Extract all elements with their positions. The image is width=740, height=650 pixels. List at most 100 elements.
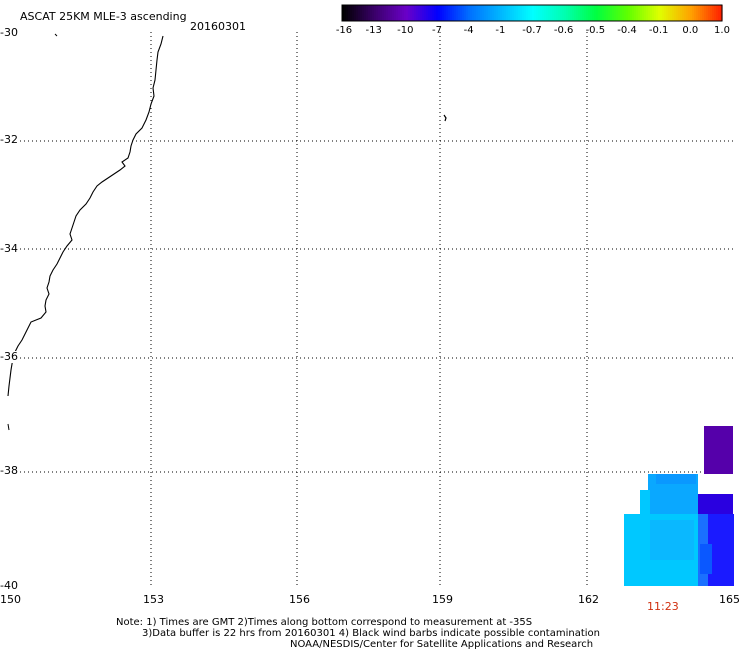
footer-note-line2: 3)Data buffer is 22 hrs from 20160301 4)… <box>142 628 600 639</box>
pass-time-label: 11:23 <box>647 600 679 613</box>
colorbar-segment <box>482 5 485 21</box>
colorbar-segment <box>380 5 383 21</box>
colorbar-segment <box>376 5 379 21</box>
colorbar-segment <box>616 5 619 21</box>
colorbar-segment <box>640 5 643 21</box>
colorbar-segment <box>580 5 583 21</box>
colorbar-segment <box>654 5 657 21</box>
colorbar-segment <box>488 5 491 21</box>
colorbar-segment <box>626 5 629 21</box>
colorbar-segment <box>514 5 517 21</box>
colorbar-segment <box>684 5 687 21</box>
colorbar-segment <box>712 5 715 21</box>
colorbar-segment <box>672 5 675 21</box>
data-cell <box>708 514 734 586</box>
data-cell <box>656 474 696 484</box>
colorbar-segment <box>406 5 409 21</box>
coastline <box>7 35 164 397</box>
colorbar-segment <box>368 5 371 21</box>
colorbar-segment <box>432 5 435 21</box>
colorbar-segment <box>504 5 507 21</box>
colorbar-segment <box>404 5 407 21</box>
lat-label-32: -32 <box>0 133 19 146</box>
colorbar-segment <box>656 5 659 21</box>
colorbar-segment <box>476 5 479 21</box>
colorbar-tick-label: -16 <box>335 25 353 36</box>
footer-note-line1: Note: 1) Times are GMT 2)Times along bot… <box>116 617 533 628</box>
colorbar-segment <box>582 5 585 21</box>
colorbar-segment <box>584 5 587 21</box>
data-cell <box>700 544 712 574</box>
colorbar-segment <box>394 5 397 21</box>
colorbar-segment <box>588 5 591 21</box>
colorbar-segment <box>586 5 589 21</box>
lon-label-153: 153 <box>143 593 164 606</box>
colorbar-segment <box>460 5 463 21</box>
colorbar-segment <box>400 5 403 21</box>
colorbar-segment <box>692 5 695 21</box>
colorbar-segment <box>594 5 597 21</box>
colorbar-segment <box>454 5 457 21</box>
colorbar-segment <box>614 5 617 21</box>
colorbar-segment <box>414 5 417 21</box>
colorbar-segment <box>622 5 625 21</box>
colorbar-segment <box>540 5 543 21</box>
colorbar-segment <box>596 5 599 21</box>
colorbar-tick-label: 0.0 <box>682 25 699 36</box>
colorbar-segment <box>666 5 669 21</box>
colorbar-segment <box>668 5 671 21</box>
colorbar-segment <box>698 5 701 21</box>
colorbar-segment <box>604 5 607 21</box>
colorbar-segment <box>452 5 455 21</box>
colorbar-segment <box>396 5 399 21</box>
colorbar-segment <box>570 5 573 21</box>
colorbar-segment <box>420 5 423 21</box>
colorbar-segment <box>554 5 557 21</box>
data-cell <box>704 426 733 474</box>
colorbar-segment <box>536 5 539 21</box>
colorbar-segment <box>346 5 349 21</box>
lat-label-30: -30 <box>0 26 19 39</box>
colorbar-segment <box>610 5 613 21</box>
colorbar-segment <box>478 5 481 21</box>
colorbar-segment <box>560 5 563 21</box>
coastline-island <box>443 114 447 122</box>
lon-label-159: 159 <box>432 593 453 606</box>
colorbar-segment <box>462 5 465 21</box>
colorbar-segment <box>450 5 453 21</box>
colorbar-segment <box>500 5 503 21</box>
colorbar-segment <box>590 5 593 21</box>
colorbar-tick-label: -0.5 <box>585 25 606 36</box>
colorbar-segment <box>364 5 367 21</box>
colorbar-segment <box>490 5 493 21</box>
colorbar-segment <box>438 5 441 21</box>
colorbar-tick-label: -0.7 <box>522 25 542 36</box>
colorbar-segment <box>436 5 439 21</box>
colorbar-segment <box>418 5 421 21</box>
colorbar-segment <box>650 5 653 21</box>
footer-credit: NOAA/NESDIS/Center for Satellite Applica… <box>290 639 594 650</box>
colorbar-segment <box>384 5 387 21</box>
lat-label-40: -40 <box>0 579 19 592</box>
colorbar <box>342 5 723 21</box>
colorbar-segment <box>664 5 667 21</box>
colorbar-segment <box>568 5 571 21</box>
colorbar-segment <box>618 5 621 21</box>
colorbar-segment <box>494 5 497 21</box>
colorbar-segment <box>468 5 471 21</box>
colorbar-segment <box>444 5 447 21</box>
colorbar-segment <box>528 5 531 21</box>
colorbar-segment <box>598 5 601 21</box>
colorbar-segment <box>350 5 353 21</box>
colorbar-segment <box>382 5 385 21</box>
colorbar-segment <box>652 5 655 21</box>
colorbar-segment <box>678 5 681 21</box>
colorbar-segment <box>486 5 489 21</box>
colorbar-tick-label: -4 <box>463 25 474 36</box>
colorbar-segment <box>470 5 473 21</box>
colorbar-segment <box>354 5 357 21</box>
colorbar-segment <box>378 5 381 21</box>
colorbar-segment <box>642 5 645 21</box>
colorbar-segment <box>542 5 545 21</box>
colorbar-segment <box>388 5 391 21</box>
